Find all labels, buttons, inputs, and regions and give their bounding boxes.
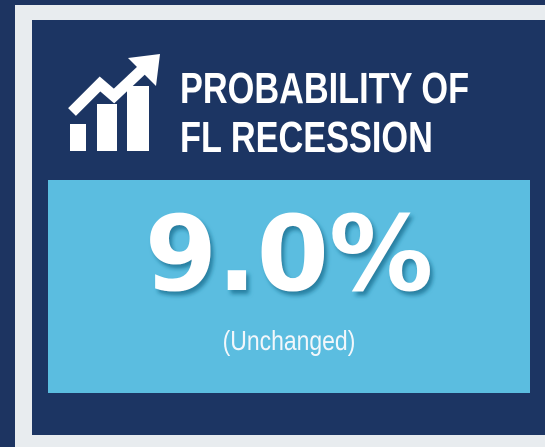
chart-icon xyxy=(68,54,160,151)
value: 9.0% xyxy=(145,193,433,315)
title-group: PROBABILITY OF FL RECESSION xyxy=(180,64,469,162)
title-line: PROBABILITY OF xyxy=(180,64,469,113)
title-line: FL RECESSION xyxy=(180,113,433,162)
value-box xyxy=(48,180,530,393)
note: (Unchanged) xyxy=(223,326,356,357)
note-group: (Unchanged) xyxy=(223,326,356,357)
